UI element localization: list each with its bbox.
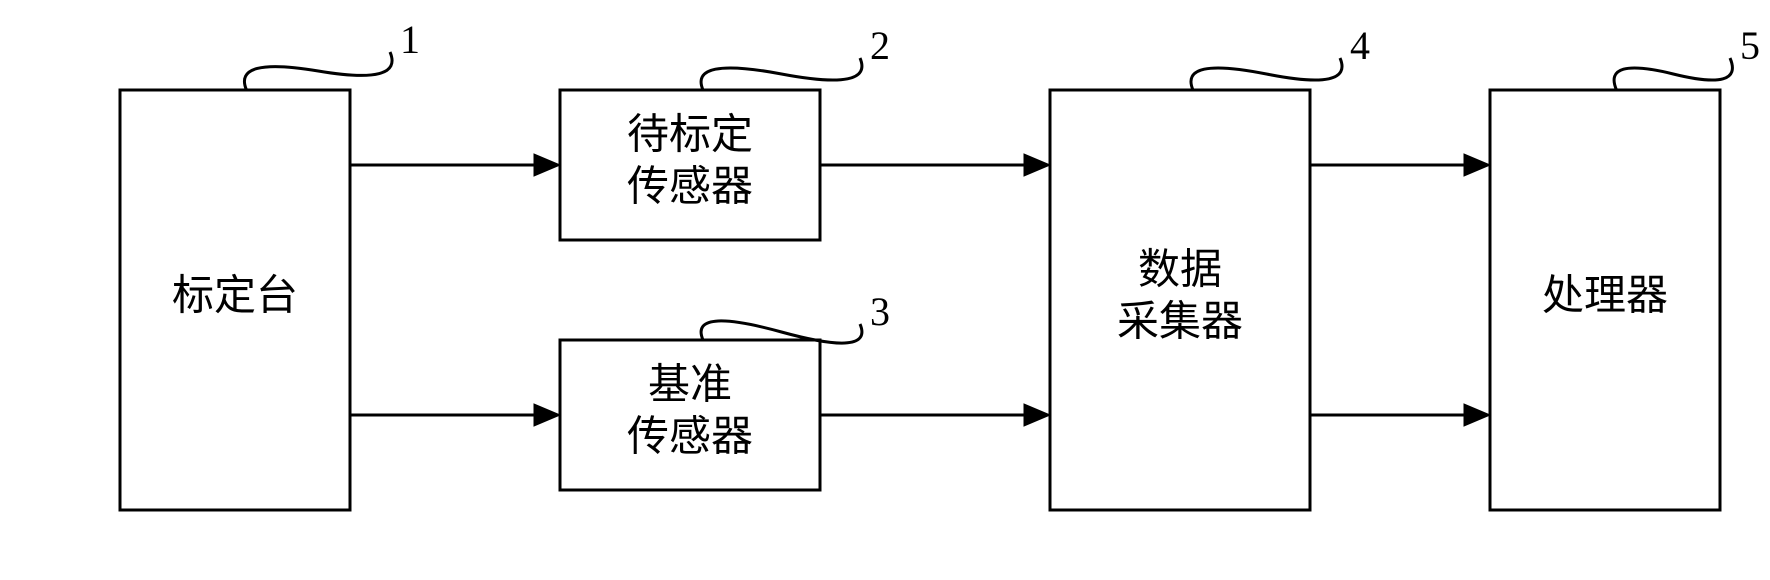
box-b2-label-line-0: 待标定 bbox=[627, 112, 753, 159]
box-b4-label-line-1: 采集器 bbox=[1117, 300, 1243, 346]
leader-l2 bbox=[701, 58, 862, 90]
box-b2-label-line-1: 传感器 bbox=[627, 165, 753, 211]
arrow-b4-b5-head bbox=[1464, 404, 1490, 426]
leader-l5 bbox=[1614, 58, 1732, 90]
leader-l1-number: 1 bbox=[400, 17, 420, 62]
leader-l5-number: 5 bbox=[1740, 23, 1760, 68]
leader-l4 bbox=[1191, 58, 1342, 90]
arrow-b1-b2-head bbox=[534, 154, 560, 176]
box-b3-label-line-1: 传感器 bbox=[627, 415, 753, 461]
leader-l3-number: 3 bbox=[870, 289, 890, 334]
leader-l1 bbox=[244, 52, 392, 90]
leader-l2-number: 2 bbox=[870, 23, 890, 68]
arrow-b4-b5-head bbox=[1464, 154, 1490, 176]
box-b4-label-line-0: 数据 bbox=[1138, 248, 1222, 294]
leader-l4-number: 4 bbox=[1350, 23, 1370, 68]
arrow-b2-b4-head bbox=[1024, 154, 1050, 176]
box-b5-label-line-0: 处理器 bbox=[1542, 274, 1668, 320]
box-b3-label-line-0: 基准 bbox=[648, 363, 732, 409]
arrow-b1-b3-head bbox=[534, 404, 560, 426]
box-b1-label-line-0: 标定台 bbox=[172, 273, 298, 320]
arrow-b3-b4-head bbox=[1024, 404, 1050, 426]
